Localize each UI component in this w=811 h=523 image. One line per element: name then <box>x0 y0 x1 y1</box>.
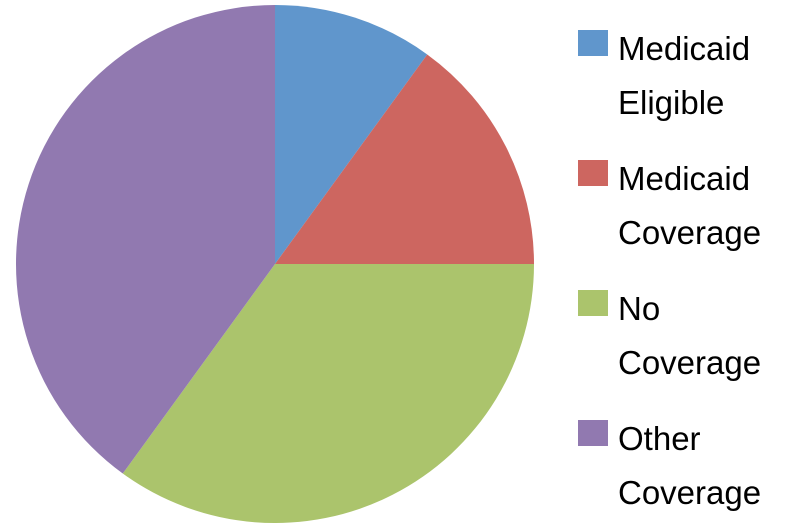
pie-slice <box>275 5 428 264</box>
legend-label: Other Coverage <box>618 420 762 511</box>
legend-swatch <box>578 30 608 56</box>
legend-label: No Coverage <box>618 290 762 381</box>
legend-label: Medicaid Eligible <box>618 30 751 121</box>
pie-slice <box>16 5 275 474</box>
legend-swatch <box>578 160 608 186</box>
legend-entry: Other Coverage <box>578 412 808 523</box>
pie-slice <box>122 264 535 523</box>
pie-slice <box>275 54 534 264</box>
legend-label: Medicaid Coverage <box>618 160 762 251</box>
legend-entry: No Coverage <box>578 282 808 412</box>
legend-entry: Medicaid Coverage <box>578 152 808 282</box>
legend-swatch <box>578 420 608 446</box>
legend-swatch <box>578 290 608 316</box>
legend-entry: Medicaid Eligible <box>578 22 808 152</box>
pie-area <box>16 5 535 523</box>
legend: Medicaid Eligible Medicaid Coverage No Cov… <box>578 22 808 523</box>
